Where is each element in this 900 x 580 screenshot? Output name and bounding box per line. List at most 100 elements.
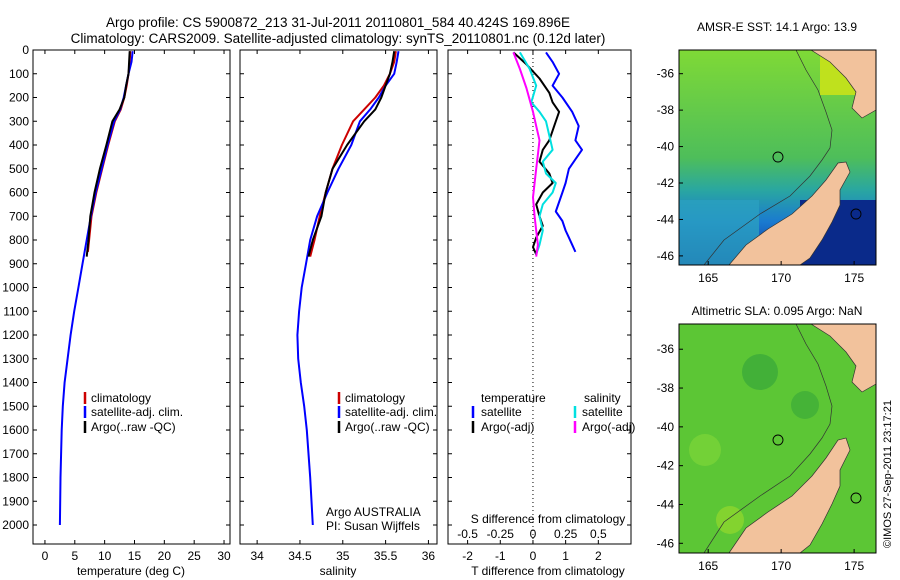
difference-profile-plot: -2 -1 0 1 2 -0.5 -0.25 0 0.25 0.5 — [457, 50, 607, 563]
argo-agency-annotation: Argo AUSTRALIA — [326, 505, 421, 519]
north-island-land — [810, 324, 876, 393]
map-y-tick-label: -46 — [657, 249, 675, 263]
salinity-diff-tick-label: -0.25 — [487, 527, 515, 541]
x-tick-label: 35 — [336, 549, 350, 563]
salinity-diff-tick-label: 0.5 — [590, 527, 607, 541]
pressure-tick-label: 2000 — [2, 518, 29, 532]
difference-series-line — [519, 51, 557, 255]
argo-float-marker — [772, 151, 784, 163]
map-x-tick-label: 175 — [844, 271, 864, 285]
pressure-tick-label: 1500 — [2, 399, 29, 413]
map-x-tick-label: 165 — [698, 271, 718, 285]
x-tick-label: -2 — [462, 549, 473, 563]
pressure-tick-label: 1300 — [2, 352, 29, 366]
pressure-tick-label: 1700 — [2, 447, 29, 461]
argo-float-marker — [850, 492, 862, 504]
argo-pi-annotation: PI: Susan Wijffels — [326, 519, 420, 533]
sla-anomaly-blob — [689, 434, 721, 466]
pressure-tick-label: 100 — [9, 67, 29, 81]
pressure-tick-label: 700 — [9, 209, 29, 223]
map-x-tick-label: 175 — [844, 559, 864, 573]
x-tick-label: 15 — [128, 549, 142, 563]
salinity-profile-plot: 34 34.5 35 35.5 36 — [250, 50, 435, 563]
map-y-tick-label: -44 — [657, 212, 675, 226]
series-line-satellite-adj-clim- — [296, 51, 400, 526]
sst-map-frame — [678, 49, 877, 266]
pressure-tick-label: 200 — [9, 91, 29, 105]
map-y-tick-label: -38 — [657, 103, 675, 117]
series-line-argo-raw-qc- — [85, 51, 131, 257]
salinity-legend: climatology satellite-adj. clim. Argo(..… — [326, 391, 437, 533]
pressure-tick-label: 1100 — [3, 304, 29, 318]
map-y-tick-label: -44 — [657, 497, 675, 511]
salinity-diff-tick-label: 0.25 — [554, 527, 578, 541]
difference-series-line — [545, 51, 583, 253]
x-tick-label: 2 — [595, 549, 602, 563]
x-tick-label: 0 — [530, 549, 537, 563]
temperature-profile-plot: 0 5 10 15 20 25 30 — [42, 50, 231, 563]
pressure-tick-label: 900 — [9, 257, 29, 271]
pressure-tick-label: 500 — [9, 162, 29, 176]
legend-label-t-satellite: satellite — [481, 405, 522, 419]
pressure-tick-label: 600 — [9, 186, 29, 200]
pressure-tick-label: 300 — [9, 114, 29, 128]
map-y-tick-label: -42 — [657, 459, 675, 473]
sla-map — [679, 324, 876, 553]
salinity-diff-tick-label: -0.5 — [457, 527, 478, 541]
north-island-land — [810, 50, 876, 119]
map-y-tick-label: -40 — [657, 420, 675, 434]
sst-map — [679, 50, 876, 265]
pressure-tick-label: 400 — [9, 138, 29, 152]
sla-map-title: Altimetric SLA: 0.095 Argo: NaN — [692, 304, 863, 318]
x-tick-label: 20 — [158, 549, 172, 563]
figure-title-line1: Argo profile: CS 5900872_213 31-Jul-2011… — [106, 15, 570, 30]
pressure-tick-label: 1000 — [2, 281, 29, 295]
map-y-tick-label: -36 — [657, 67, 675, 81]
legend-label-argo: Argo(..raw -QC) — [91, 420, 176, 434]
difference-xlabel: T difference from climatology — [471, 564, 625, 578]
shelf-contour — [703, 324, 833, 553]
sst-map-ticks: 165 170 175 -36 -38 -40 -42 -44 -46 — [657, 67, 865, 285]
pressure-tick-label: 1400 — [2, 376, 29, 390]
legend-label-satellite: satellite-adj. clim. — [91, 405, 183, 419]
x-tick-label: 5 — [71, 549, 78, 563]
shelf-contour — [703, 50, 833, 265]
pressure-tick-label: 1800 — [2, 471, 29, 485]
map-y-tick-label: -40 — [657, 140, 675, 154]
x-tick-label: 36 — [422, 549, 436, 563]
difference-plot-frame — [447, 49, 632, 545]
x-tick-label: 30 — [217, 549, 231, 563]
temperature-xlabel: temperature (deg C) — [77, 564, 185, 578]
pressure-tick-label: 1200 — [2, 328, 29, 342]
legend-header-salinity: salinity — [584, 391, 621, 405]
difference-top-xlabel: S difference from climatology — [471, 512, 626, 526]
argo-float-marker — [850, 208, 862, 220]
x-tick-label: 34.5 — [288, 549, 312, 563]
sst-map-title: AMSR-E SST: 14.1 Argo: 13.9 — [697, 20, 857, 34]
pressure-tick-label: 0 — [22, 43, 29, 57]
temperature-plot-frame — [32, 49, 231, 545]
legend-label-s-argo: Argo(-adj) — [582, 420, 635, 434]
imos-credit: ©IMOS 27-Sep-2011 23:17:21 — [882, 400, 894, 548]
figure-title-line2: Climatology: CARS2009. Satellite-adjuste… — [71, 31, 606, 46]
salinity-plot-frame — [239, 49, 438, 545]
difference-legend: temperature salinity satellite Argo(-adj… — [471, 391, 635, 434]
temperature-legend: climatology satellite-adj. clim. Argo(..… — [83, 391, 183, 434]
x-tick-label: -1 — [495, 549, 506, 563]
map-x-tick-label: 170 — [771, 271, 791, 285]
sla-anomaly-blob — [742, 354, 778, 390]
sla-anomaly-blob — [791, 391, 819, 419]
x-tick-label: 25 — [188, 549, 202, 563]
pressure-tick-label: 1900 — [2, 494, 29, 508]
x-tick-label: 1 — [562, 549, 569, 563]
map-y-tick-label: -38 — [657, 381, 675, 395]
salinity-xlabel: salinity — [320, 564, 357, 578]
x-tick-label: 35.5 — [374, 549, 398, 563]
map-y-tick-label: -42 — [657, 176, 675, 190]
map-x-tick-label: 170 — [771, 559, 791, 573]
series-line-argo-raw-qc- — [307, 51, 396, 257]
map-y-tick-label: -46 — [657, 536, 675, 550]
x-tick-label: 0 — [42, 549, 49, 563]
difference-series-line — [512, 51, 561, 255]
